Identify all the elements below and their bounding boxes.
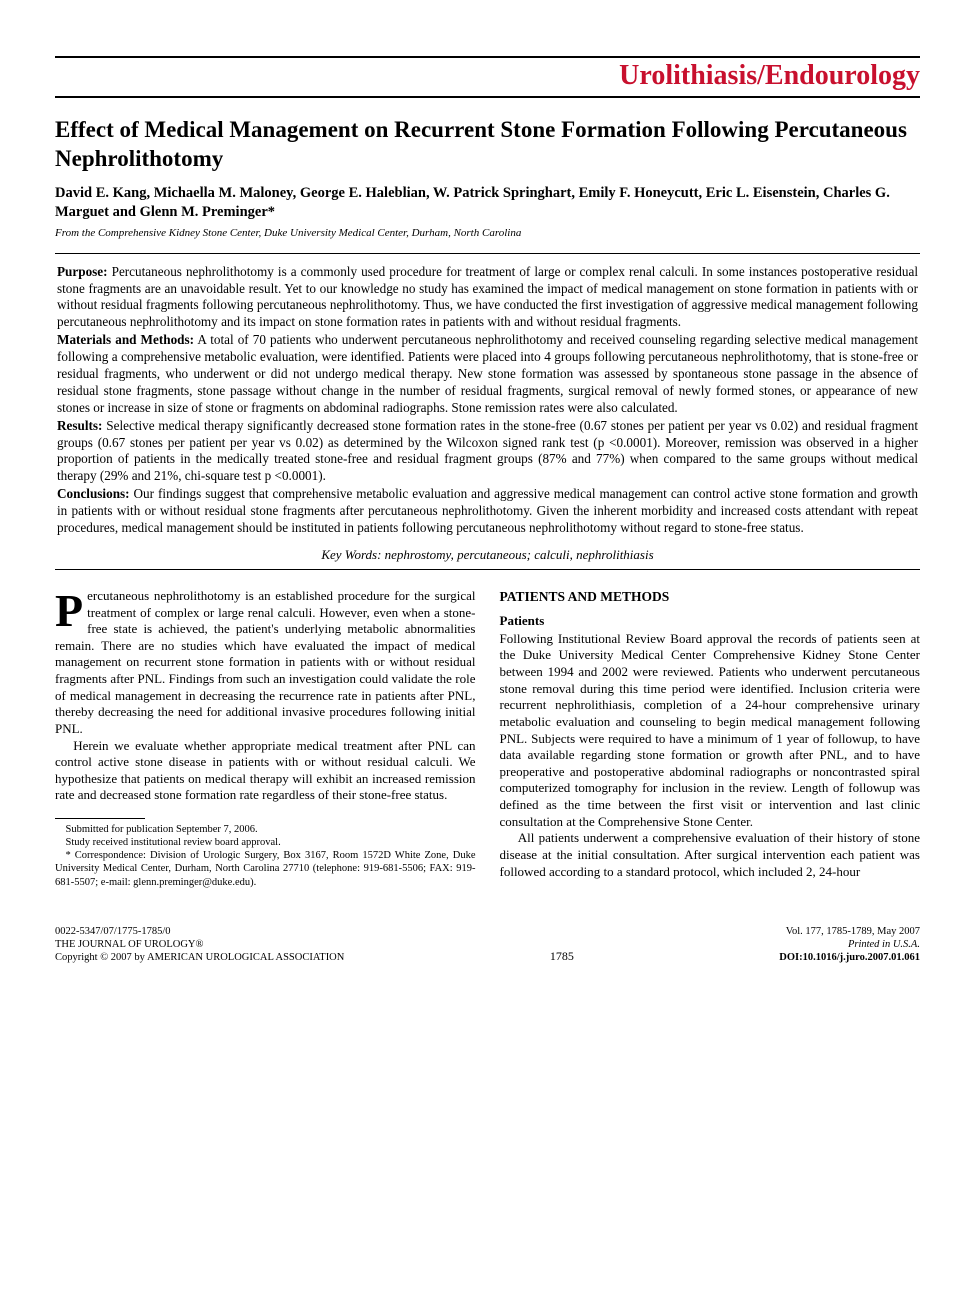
article-title: Effect of Medical Management on Recurren… [55, 116, 920, 174]
page-container: Urolithiasis/Endourology Effect of Medic… [0, 0, 975, 994]
page-footer: 0022-5347/07/1775-1785/0 THE JOURNAL OF … [55, 925, 920, 964]
abstract-methods: Materials and Methods: A total of 70 pat… [57, 332, 918, 416]
patients-p1: Following Institutional Review Board app… [500, 631, 921, 831]
abstract-rule-bottom [55, 569, 920, 570]
purpose-text: Percutaneous nephrolithotomy is a common… [57, 264, 918, 330]
journal-section-header: Urolithiasis/Endourology [55, 58, 920, 96]
footer-journal-name: THE JOURNAL OF UROLOGY [55, 939, 195, 950]
footer-printed-text: Printed in U.S.A. [848, 939, 920, 950]
abstract-purpose: Purpose: Percutaneous nephrolithotomy is… [57, 264, 918, 332]
results-label: Results: [57, 418, 102, 433]
footer-journal: THE JOURNAL OF UROLOGY® [55, 938, 344, 951]
footer-left: 0022-5347/07/1775-1785/0 THE JOURNAL OF … [55, 925, 344, 964]
footer-printed: Printed in U.S.A. [779, 938, 920, 951]
abstract-results: Results: Selective medical therapy signi… [57, 418, 918, 486]
conclusions-text: Our findings suggest that comprehensive … [57, 486, 918, 535]
right-column: PATIENTS AND METHODS Patients Following … [500, 588, 921, 889]
patients-subheading: Patients [500, 613, 921, 630]
header-rule-bottom [55, 96, 920, 98]
affiliation-line: From the Comprehensive Kidney Stone Cent… [55, 227, 920, 239]
keywords-line: Key Words: nephrostomy, percutaneous; ca… [55, 547, 920, 563]
body-columns: Percutaneous nephrolithotomy is an estab… [55, 588, 920, 889]
results-text: Selective medical therapy significantly … [57, 418, 918, 484]
footnote-2: Study received institutional review boar… [55, 836, 476, 849]
intro-p1: Percutaneous nephrolithotomy is an estab… [55, 588, 476, 738]
footer-copyright: Copyright © 2007 by AMERICAN UROLOGICAL … [55, 951, 344, 964]
patients-p2: All patients underwent a comprehensive e… [500, 830, 921, 880]
methods-label: Materials and Methods: [57, 332, 194, 347]
footer-copyright-text: Copyright © 2007 by AMERICAN UROLOGICAL … [55, 952, 344, 963]
intro-p2: Herein we evaluate whether appropriate m… [55, 738, 476, 805]
footer-right: Vol. 177, 1785-1789, May 2007 Printed in… [779, 925, 920, 964]
abstract-rule-top [55, 253, 920, 254]
footnotes-block: Submitted for publication September 7, 2… [55, 823, 476, 889]
footer-volume: Vol. 177, 1785-1789, May 2007 [779, 925, 920, 938]
footnote-rule [55, 818, 145, 819]
footer-reg: ® [195, 939, 203, 950]
abstract-block: Purpose: Percutaneous nephrolithotomy is… [55, 264, 920, 537]
left-column: Percutaneous nephrolithotomy is an estab… [55, 588, 476, 889]
footer-page-number: 1785 [550, 949, 574, 964]
intro-p1-text: ercutaneous nephrolithotomy is an establ… [55, 588, 476, 736]
footer-issn: 0022-5347/07/1775-1785/0 [55, 925, 344, 938]
footer-doi: DOI:10.1016/j.juro.2007.01.061 [779, 951, 920, 964]
dropcap-letter: P [55, 588, 87, 630]
footnote-1: Submitted for publication September 7, 2… [55, 823, 476, 836]
conclusions-label: Conclusions: [57, 486, 130, 501]
authors-line: David E. Kang, Michaella M. Maloney, Geo… [55, 184, 920, 223]
purpose-label: Purpose: [57, 264, 108, 279]
methods-section-heading: PATIENTS AND METHODS [500, 588, 921, 605]
abstract-conclusions: Conclusions: Our findings suggest that c… [57, 486, 918, 537]
footnote-3: * Correspondence: Division of Urologic S… [55, 849, 476, 888]
